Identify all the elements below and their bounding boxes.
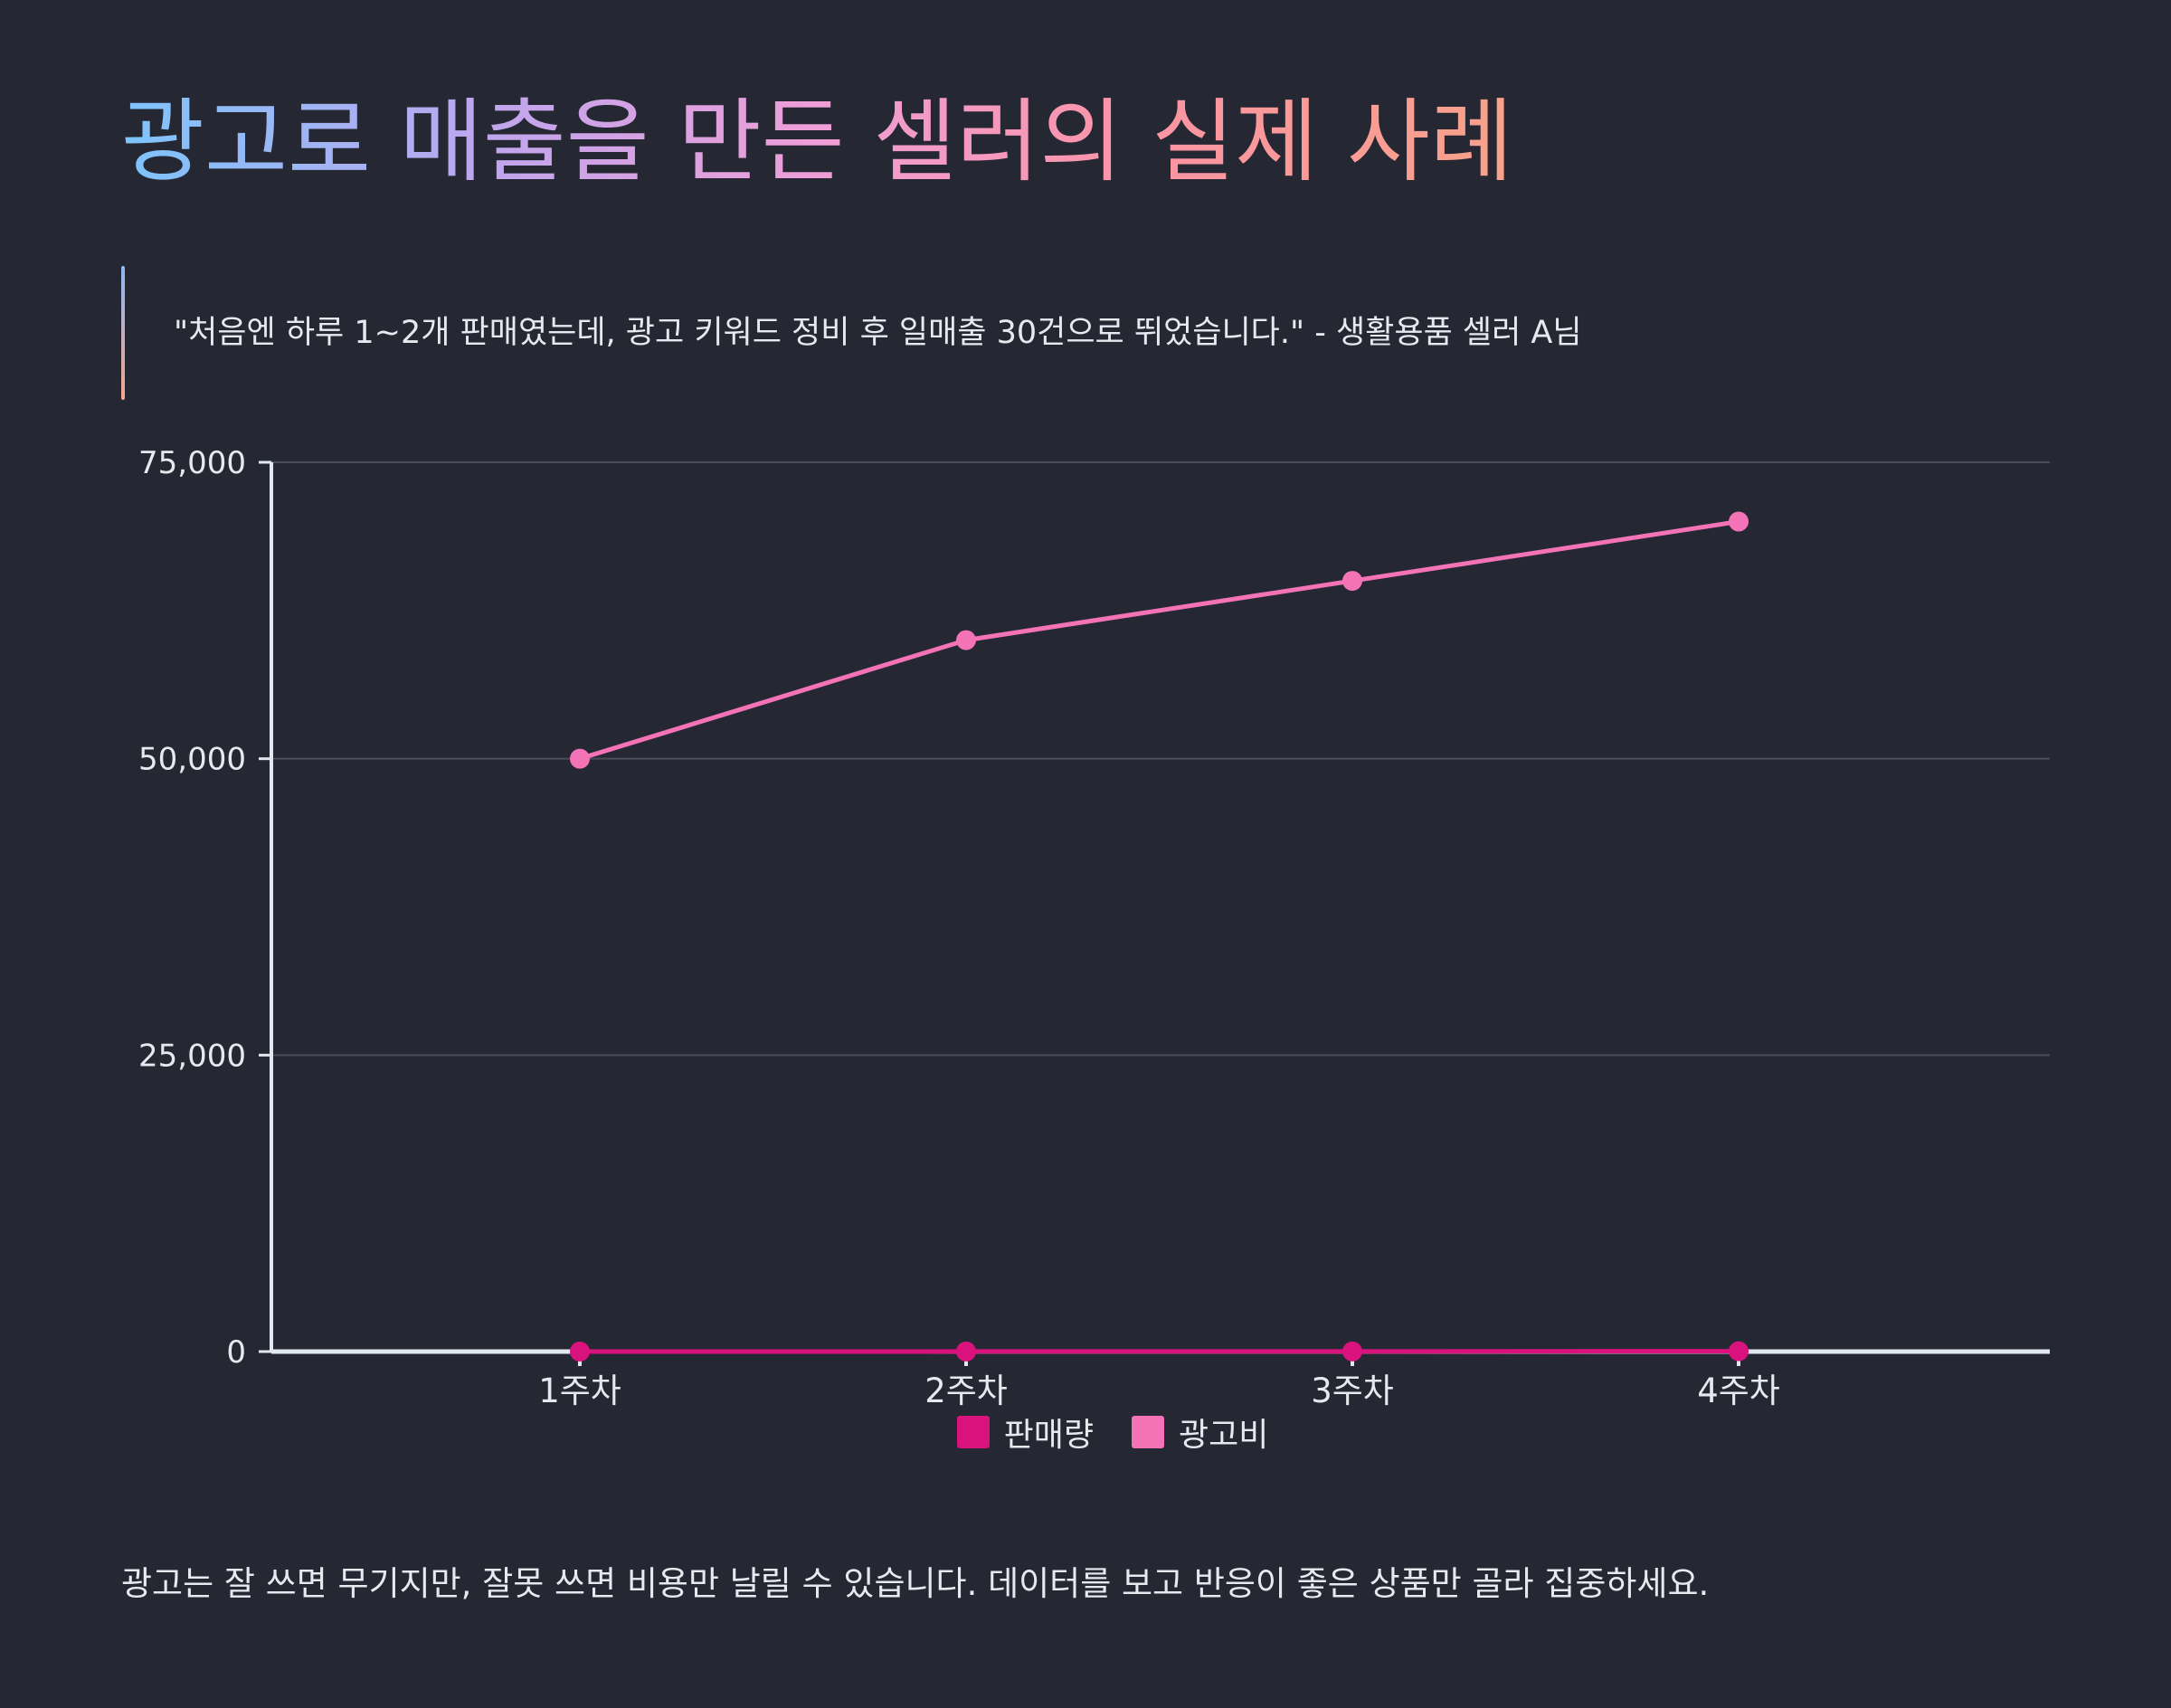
grid-lines xyxy=(271,461,2050,1057)
series-line-ad-cost xyxy=(579,519,1740,762)
chart-legend: 판매량 광고비 xyxy=(0,1408,2171,1457)
testimonial-quote: "처음엔 하루 1~2개 판매였는데, 광고 키워드 정비 후 일매출 30건으… xyxy=(174,315,1582,351)
x-tick-label-1: 1주차 xyxy=(538,1371,621,1410)
x-tick-label-4: 4주차 xyxy=(1697,1371,1780,1410)
x-tick-label-2: 2주차 xyxy=(924,1371,1008,1410)
y-tick-label-0: 0 xyxy=(226,1334,246,1371)
data-point-sales-2 xyxy=(956,1341,976,1362)
data-point-sales-4 xyxy=(1729,1341,1749,1362)
legend-swatch-ad-cost xyxy=(1132,1416,1164,1448)
legend-label-sales: 판매량 xyxy=(1003,1417,1094,1454)
legend-item-sales[interactable]: 판매량 xyxy=(956,1409,1094,1456)
page-title: 광고로 매출을 만든 셀러의 실제 사례 xyxy=(121,83,1513,201)
quote-accent-bar xyxy=(121,266,125,400)
tick-labels: 0 25,000 50,000 75,000 1주차 2주차 3주차 4주차 xyxy=(138,445,1780,1410)
data-point-ad-cost-3 xyxy=(1342,571,1362,592)
y-tick-label-25000: 25,000 xyxy=(138,1038,246,1074)
legend-swatch-sales xyxy=(956,1416,990,1448)
data-point-sales-3 xyxy=(1342,1341,1362,1362)
legend-label-ad-cost: 광고비 xyxy=(1179,1417,1269,1454)
legend-item-ad-cost[interactable]: 광고비 xyxy=(1132,1409,1268,1456)
series xyxy=(570,511,1749,1362)
data-point-ad-cost-2 xyxy=(956,630,976,650)
y-tick-label-50000: 50,000 xyxy=(138,742,246,778)
data-point-ad-cost-4 xyxy=(1729,511,1749,532)
footer-note: 광고는 잘 쓰면 무기지만, 잘못 쓰면 비용만 날릴 수 있습니다. 데이터를… xyxy=(121,1564,1710,1603)
axes xyxy=(259,460,2050,1366)
x-tick-label-3: 3주차 xyxy=(1311,1371,1394,1410)
data-point-ad-cost-1 xyxy=(570,748,590,769)
data-point-sales-1 xyxy=(570,1341,590,1362)
y-tick-label-75000: 75,000 xyxy=(138,445,246,481)
